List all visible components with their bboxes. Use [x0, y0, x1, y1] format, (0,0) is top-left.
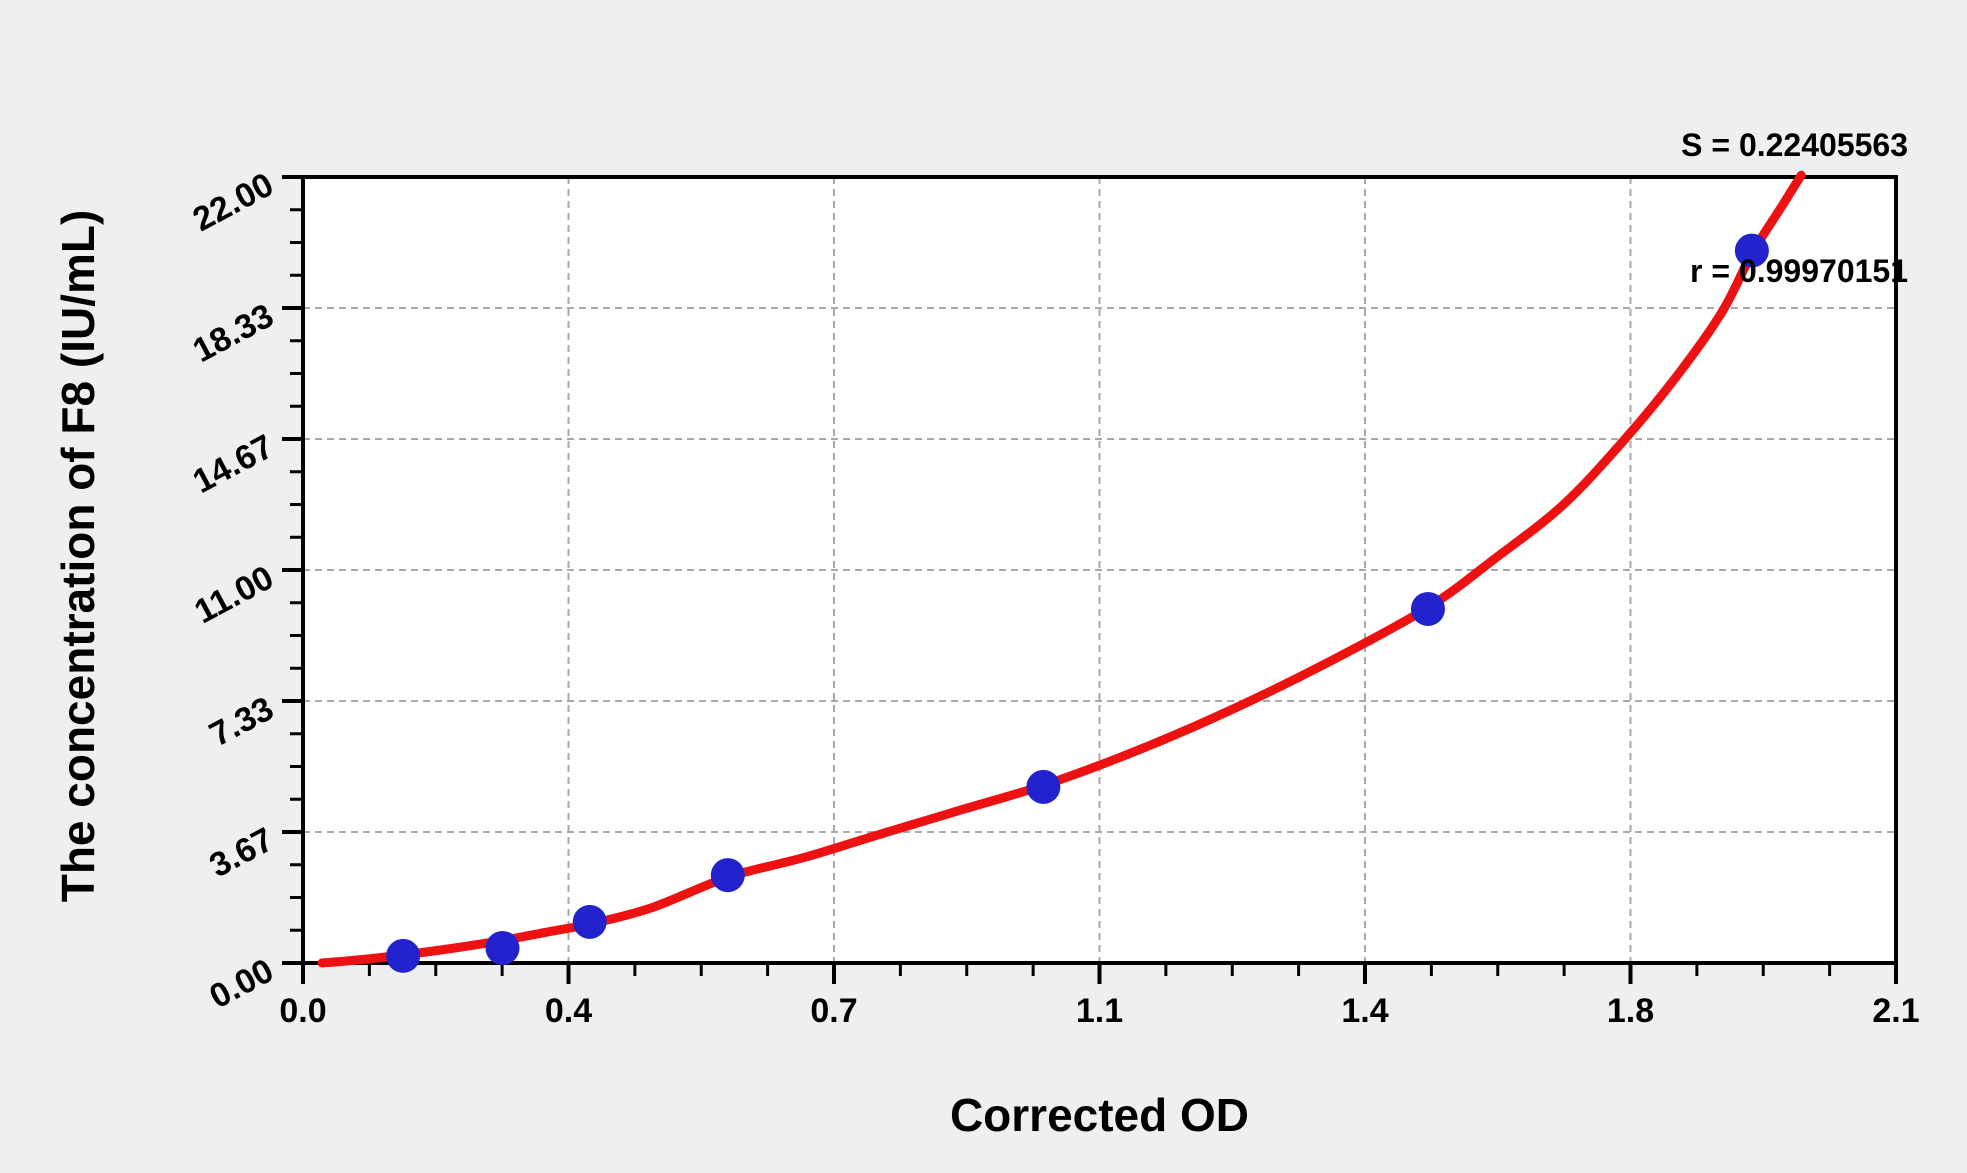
x-tick-label: 0.4	[545, 992, 592, 1030]
data-point	[485, 930, 520, 965]
x-tick-label: 0.0	[279, 992, 326, 1030]
data-point	[1026, 769, 1061, 804]
data-point	[1734, 233, 1769, 268]
x-tick-label: 0.7	[810, 992, 857, 1030]
x-tick-label: 1.4	[1341, 992, 1388, 1030]
y-tick-label: 22.00	[187, 166, 280, 240]
data-point	[572, 904, 607, 939]
y-tick-label: 0.00	[203, 952, 279, 1017]
stat-s-value: S = 0.22405563	[1681, 127, 1908, 163]
y-tick-label: 3.67	[203, 820, 279, 885]
x-tick-label: 1.1	[1076, 992, 1123, 1030]
y-axis-title: The concentration of F8 (IU/mL)	[52, 209, 104, 903]
fitted-curve	[317, 170, 1806, 968]
x-axis-title: Corrected OD	[949, 1089, 1250, 1141]
y-tick-label: 11.00	[188, 559, 279, 632]
y-tick-label: 18.33	[187, 297, 280, 371]
y-tick-label: 7.33	[203, 690, 279, 755]
stat-r-value: r = 0.99970151	[1690, 253, 1908, 289]
data-point	[1410, 591, 1445, 626]
fit-statistics: S = 0.22405563 r = 0.99970151	[1681, 40, 1908, 376]
data-point	[386, 938, 421, 973]
y-tick-label: 14.67	[187, 427, 280, 501]
x-tick-label: 1.8	[1607, 992, 1654, 1030]
data-point	[710, 858, 745, 893]
x-tick-label: 2.1	[1872, 992, 1919, 1030]
